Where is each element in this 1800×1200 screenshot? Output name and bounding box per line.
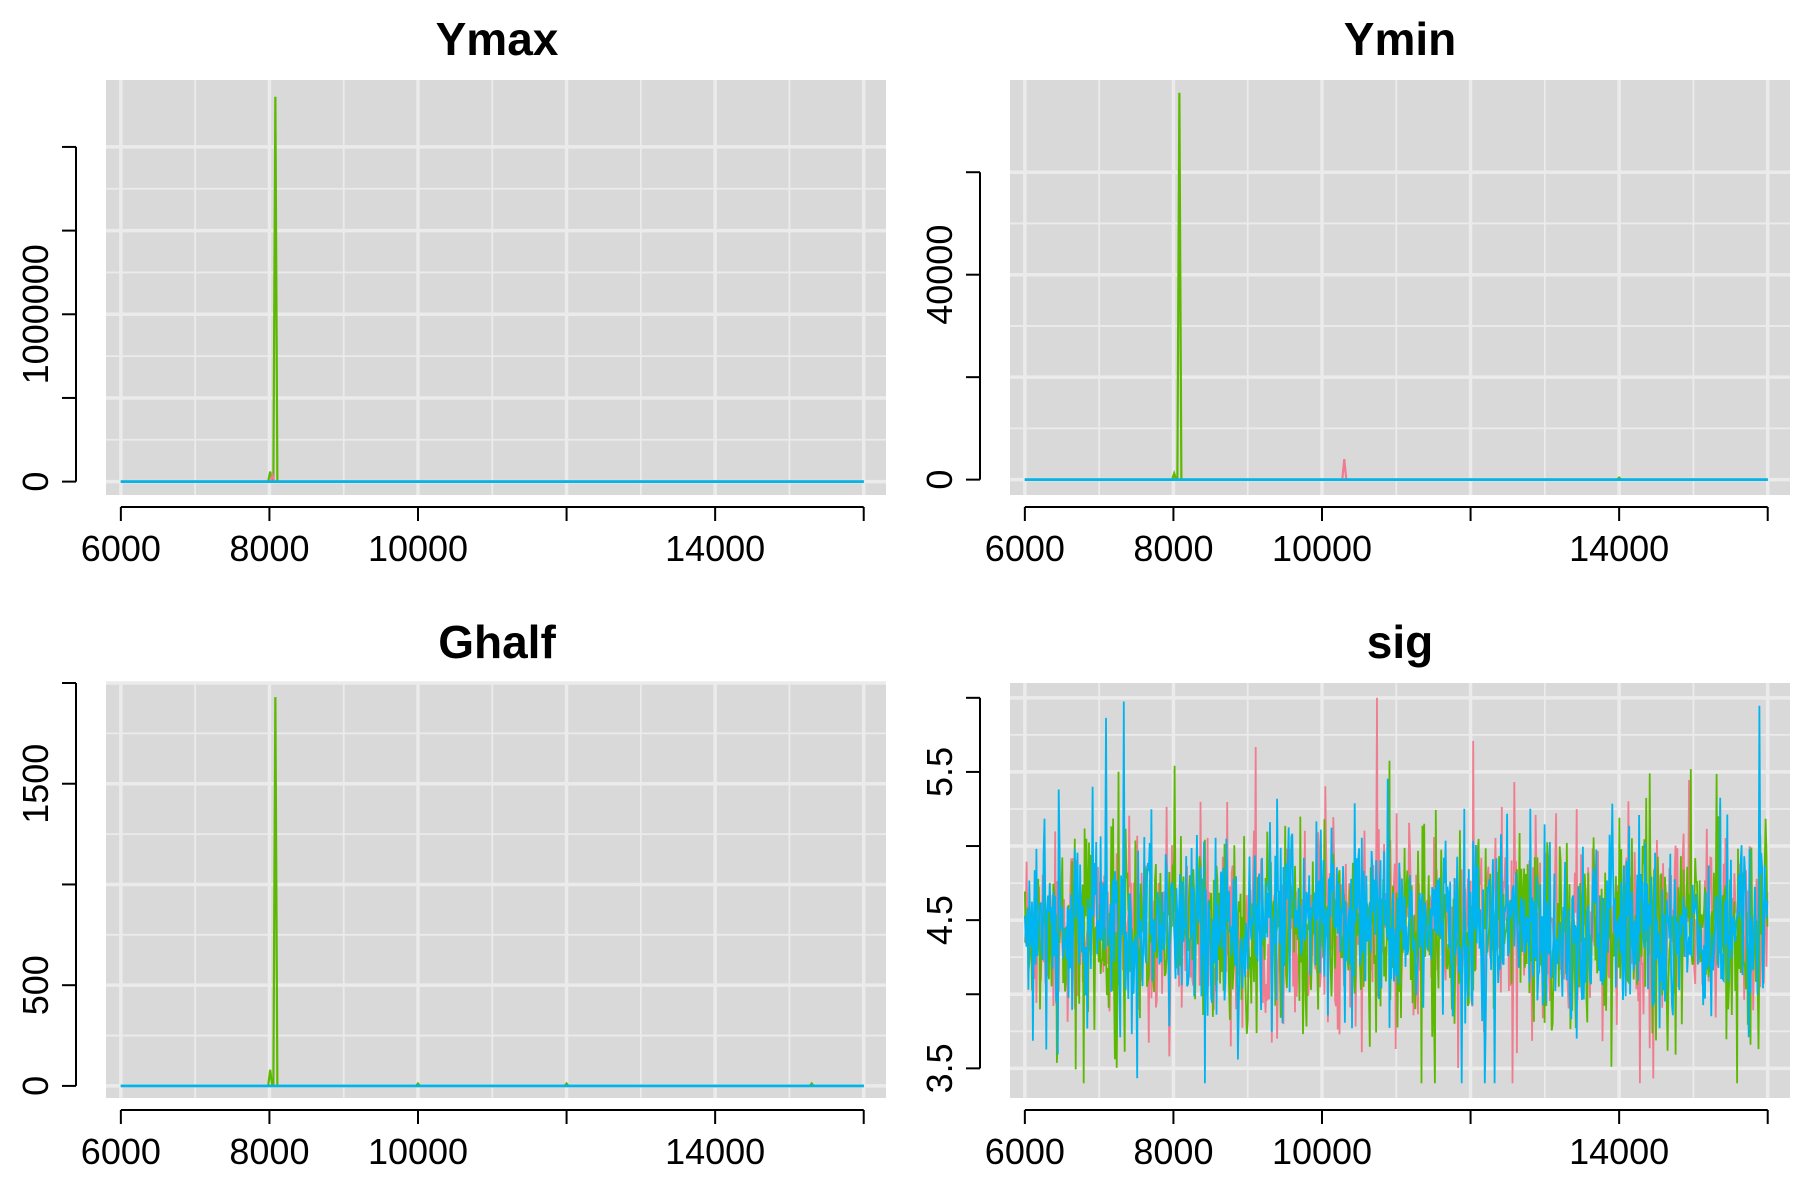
y-tick-label: 0: [919, 470, 960, 490]
x-tick-label: 6000: [985, 528, 1065, 569]
y-tick-label: 5.5: [919, 747, 960, 797]
x-tick-label: 10000: [368, 1131, 468, 1172]
plot-background: [1010, 80, 1790, 495]
x-tick-label: 8000: [229, 1131, 309, 1172]
x-tick-label: 14000: [665, 1131, 765, 1172]
series-spike-green: [1176, 92, 1183, 480]
series-spike-red: [269, 471, 276, 482]
y-tick-label: 1000000: [15, 244, 56, 384]
x-tick-label: 8000: [1133, 1131, 1213, 1172]
plot-background: [106, 80, 886, 495]
x-tick-label: 14000: [665, 528, 765, 569]
x-tick-label: 10000: [1272, 528, 1372, 569]
series-spike-red: [1341, 459, 1348, 480]
series-spike-green: [267, 1069, 274, 1087]
series-group: [1024, 697, 1769, 1084]
y-tick-label: 1500: [15, 744, 56, 824]
y-tick-label: 40000: [919, 225, 960, 325]
series-group: [120, 96, 864, 483]
x-tick-label: 6000: [81, 528, 161, 569]
series-spike-green: [272, 96, 279, 482]
x-tick-label: 10000: [368, 528, 468, 569]
y-tick-label: 4.5: [919, 895, 960, 945]
x-tick-label: 10000: [1272, 1131, 1372, 1172]
panel-ghalf: Ghalf 6000 8000 10000 14000 0 500 1500: [15, 616, 886, 1172]
x-tick-label: 6000: [985, 1131, 1065, 1172]
series-line-green: [1024, 760, 1769, 1084]
x-tick-label: 14000: [1569, 528, 1669, 569]
panel-title: Ymax: [436, 13, 559, 65]
panel-ymin: Ymin 6000 8000 10000 14000 0 40000: [919, 13, 1790, 569]
y-tick-label: 0: [15, 472, 56, 492]
y-tick-label: 500: [15, 955, 56, 1015]
panel-ymax: Ymax 6000 8000 10000 14000 0 1000000: [15, 13, 886, 569]
series-group: [1024, 92, 1768, 481]
panel-title: Ymin: [1344, 13, 1456, 65]
series-group: [120, 697, 864, 1088]
series-line-blue: [1024, 701, 1769, 1084]
panel-sig: sig 6000 8000 10000 14000 3.5 4.5 5.5: [919, 616, 1790, 1172]
y-tick-label: 3.5: [919, 1043, 960, 1093]
series-spike-green: [272, 697, 279, 1086]
x-tick-label: 8000: [229, 528, 309, 569]
x-tick-label: 14000: [1569, 1131, 1669, 1172]
y-tick-label: 0: [15, 1076, 56, 1096]
plot-background: [106, 683, 886, 1098]
x-tick-label: 8000: [1133, 528, 1213, 569]
panel-title: Ghalf: [438, 616, 556, 668]
x-tick-label: 6000: [81, 1131, 161, 1172]
series-spike-green: [1171, 469, 1178, 480]
panel-title: sig: [1367, 616, 1433, 668]
